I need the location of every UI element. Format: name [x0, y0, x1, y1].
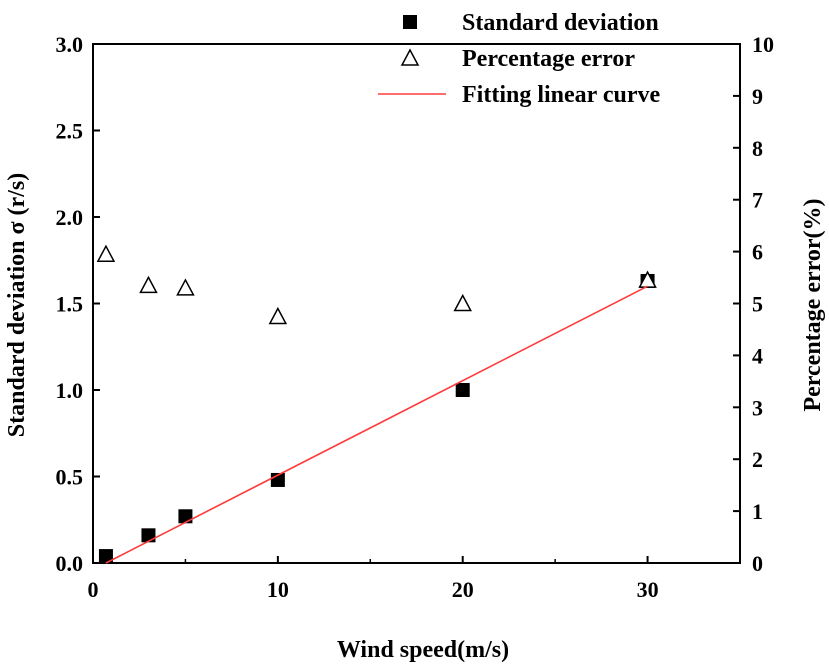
left-y-tick-label: 2.5: [56, 119, 84, 144]
legend: Standard deviation Percentage error Fittin…: [378, 10, 661, 108]
right-y-tick-label: 2: [752, 447, 763, 472]
right-y-tick-label: 3: [752, 395, 763, 420]
left-y-tick-label: 0.0: [56, 551, 84, 576]
percentage-error-point: [139, 275, 158, 294]
legend-label: Fitting linear curve: [462, 82, 661, 108]
left-y-tick-label: 3.0: [56, 32, 84, 57]
legend-triangle-icon: [400, 48, 420, 66]
right-y-tick-label: 1: [752, 499, 763, 524]
percentage-error-point: [268, 306, 288, 325]
percentage-error-point: [176, 278, 195, 296]
right-y-tick-label: 8: [752, 136, 763, 161]
left-y-axis-label: Standard deviation σ (r/s): [4, 173, 30, 437]
data-marks: [96, 244, 657, 564]
right-y-tick-label: 0: [752, 551, 763, 576]
right-y-tick-label: 10: [752, 32, 774, 57]
std-dev-point: [455, 383, 470, 397]
x-axis-ticks: 0 10 20 30: [88, 556, 659, 602]
x-tick-label: 20: [452, 577, 474, 602]
plot-frame: [92, 43, 741, 564]
x-tick-label: 10: [267, 577, 289, 602]
x-axis-label: Wind speed(m/s): [337, 637, 509, 663]
right-y-tick-label: 6: [752, 240, 763, 265]
percentage-error-point: [96, 244, 116, 262]
std-dev-point: [141, 528, 156, 543]
right-y-tick-label: 9: [752, 84, 763, 109]
right-y-tick-label: 7: [752, 188, 763, 213]
left-y-axis-ticks: 0.0 0.5 1.0 1.5 2.0 2.5 3.0: [56, 32, 100, 576]
left-y-tick-label: 1.0: [56, 378, 84, 403]
fit-line: [105, 285, 648, 564]
right-y-axis-label: Percentage error(%): [800, 199, 826, 412]
std-dev-point: [98, 549, 113, 564]
x-tick-label: 30: [637, 577, 659, 602]
right-y-tick-label: 4: [752, 343, 763, 368]
legend-square-icon: [403, 15, 417, 29]
std-dev-point: [178, 509, 193, 524]
left-y-tick-label: 2.0: [56, 205, 84, 230]
legend-label: Percentage error: [462, 46, 635, 72]
legend-label: Standard deviation: [462, 10, 659, 36]
percentage-error-point: [638, 270, 657, 288]
right-y-tick-label: 5: [752, 292, 763, 317]
x-tick-label: 0: [88, 577, 99, 602]
right-y-axis-ticks: 0 1 2 3 4 5 6 7 8 9 10: [733, 32, 774, 576]
percentage-error-point: [453, 293, 472, 312]
left-y-tick-label: 0.5: [56, 465, 84, 490]
plot-box: [92, 43, 741, 564]
left-y-tick-label: 1.5: [56, 292, 84, 317]
